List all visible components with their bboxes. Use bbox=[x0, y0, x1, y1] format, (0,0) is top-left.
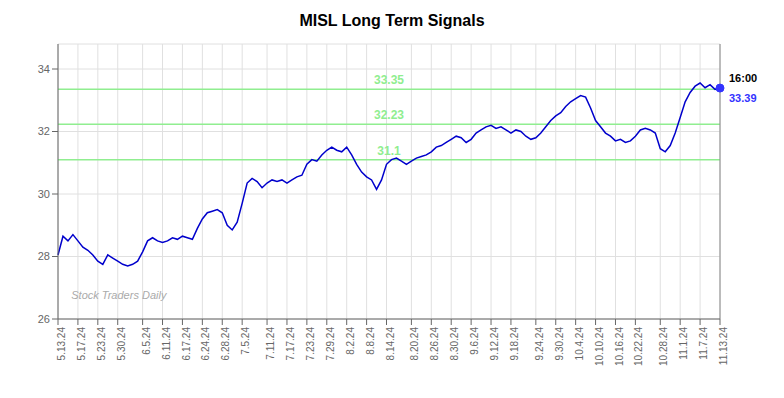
svg-text:30: 30 bbox=[38, 188, 50, 200]
svg-text:8.8.24: 8.8.24 bbox=[365, 327, 376, 355]
svg-text:9.12.24: 9.12.24 bbox=[489, 327, 500, 361]
svg-text:6.24.24: 6.24.24 bbox=[200, 327, 211, 361]
svg-text:6.28.24: 6.28.24 bbox=[220, 327, 231, 361]
svg-text:7.29.24: 7.29.24 bbox=[325, 327, 336, 361]
svg-text:8.14.24: 8.14.24 bbox=[385, 327, 396, 361]
svg-text:10.28.24: 10.28.24 bbox=[658, 327, 669, 366]
svg-text:6.11.24: 6.11.24 bbox=[161, 327, 172, 360]
svg-text:7.17.24: 7.17.24 bbox=[285, 327, 296, 361]
svg-text:10.10.24: 10.10.24 bbox=[594, 327, 605, 366]
svg-text:11.13.24: 11.13.24 bbox=[718, 327, 729, 366]
svg-text:5.23.24: 5.23.24 bbox=[96, 327, 107, 361]
html-text:Stock Traders Daily: Stock Traders Daily bbox=[71, 288, 167, 301]
svg-text:16:00: 16:00 bbox=[729, 72, 757, 84]
svg-text:6.5.24: 6.5.24 bbox=[141, 327, 152, 355]
html-text:MISL Long Term Signals: MISL Long Term Signals bbox=[299, 12, 485, 29]
svg-text:9.18.24: 9.18.24 bbox=[509, 327, 520, 361]
svg-text:5.30.24: 5.30.24 bbox=[116, 327, 127, 361]
svg-text:10.16.24: 10.16.24 bbox=[614, 327, 625, 366]
svg-text:5.13.24: 5.13.24 bbox=[56, 327, 67, 361]
svg-text:32.23: 32.23 bbox=[374, 108, 404, 122]
svg-text:31.1: 31.1 bbox=[377, 144, 401, 158]
svg-text:34: 34 bbox=[38, 63, 50, 75]
svg-text:26: 26 bbox=[38, 313, 50, 325]
svg-text:11.7.24: 11.7.24 bbox=[698, 327, 709, 360]
svg-text:8.30.24: 8.30.24 bbox=[449, 327, 460, 361]
svg-text:33.35: 33.35 bbox=[374, 73, 404, 87]
svg-text:7.23.24: 7.23.24 bbox=[305, 327, 316, 361]
svg-text:8.20.24: 8.20.24 bbox=[409, 327, 420, 361]
svg-text:6.17.24: 6.17.24 bbox=[181, 327, 192, 361]
svg-text:10.22.24: 10.22.24 bbox=[633, 327, 644, 366]
svg-text:10.4.24: 10.4.24 bbox=[574, 327, 585, 361]
svg-text:5.17.24: 5.17.24 bbox=[76, 327, 87, 361]
svg-text:11.1.24: 11.1.24 bbox=[678, 327, 689, 360]
svg-text:7.5.24: 7.5.24 bbox=[240, 327, 251, 355]
svg-text:7.11.24: 7.11.24 bbox=[265, 327, 276, 360]
svg-text:33.39: 33.39 bbox=[729, 92, 757, 104]
svg-text:8.26.24: 8.26.24 bbox=[429, 327, 440, 361]
svg-text:9.24.24: 9.24.24 bbox=[534, 327, 545, 361]
svg-text:9.6.24: 9.6.24 bbox=[469, 327, 480, 355]
svg-text:32: 32 bbox=[38, 125, 50, 137]
svg-text:28: 28 bbox=[38, 250, 50, 262]
svg-text:9.30.24: 9.30.24 bbox=[554, 327, 565, 361]
svg-text:8.2.24: 8.2.24 bbox=[345, 327, 356, 355]
